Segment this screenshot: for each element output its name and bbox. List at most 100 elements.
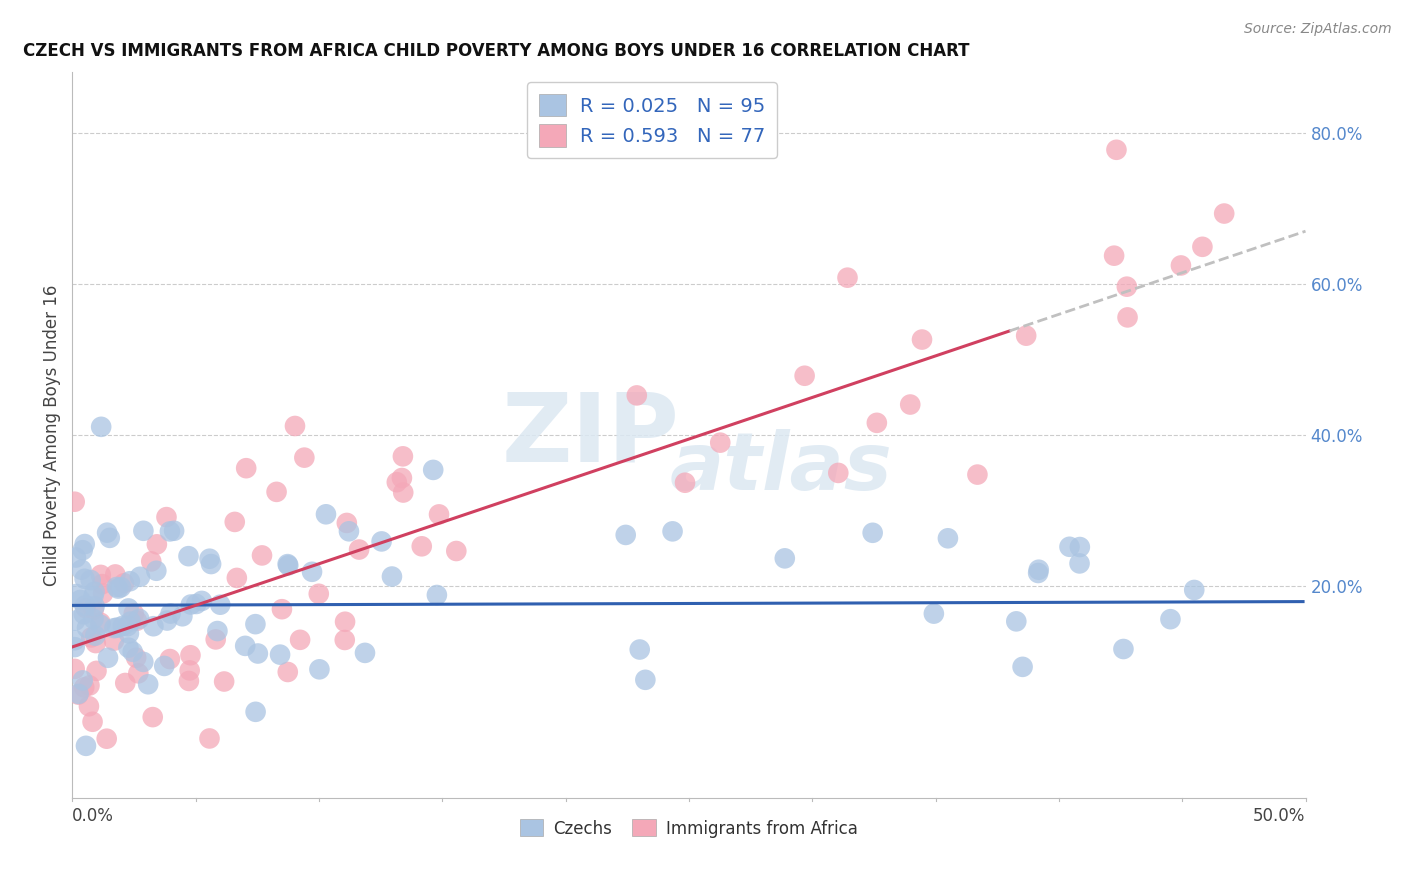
Point bbox=[837, 270, 859, 285]
Point bbox=[67, 687, 90, 701]
Point bbox=[83, 599, 105, 614]
Point bbox=[142, 710, 165, 724]
Point bbox=[67, 688, 90, 702]
Point bbox=[1069, 540, 1091, 554]
Point bbox=[308, 662, 330, 676]
Point bbox=[98, 531, 121, 545]
Point bbox=[392, 450, 415, 464]
Point bbox=[1213, 206, 1236, 220]
Point bbox=[200, 557, 222, 571]
Point bbox=[73, 607, 96, 621]
Point bbox=[277, 558, 299, 573]
Point bbox=[86, 664, 108, 678]
Point bbox=[72, 543, 94, 558]
Point bbox=[132, 524, 155, 538]
Text: CZECH VS IMMIGRANTS FROM AFRICA CHILD POVERTY AMONG BOYS UNDER 16 CORRELATION CH: CZECH VS IMMIGRANTS FROM AFRICA CHILD PO… bbox=[22, 42, 969, 60]
Point bbox=[709, 435, 731, 450]
Point bbox=[83, 612, 105, 626]
Point bbox=[1182, 582, 1205, 597]
Point bbox=[212, 674, 235, 689]
Point bbox=[1005, 615, 1028, 629]
Point bbox=[117, 640, 139, 655]
Point bbox=[245, 705, 267, 719]
Point bbox=[63, 633, 86, 648]
Point bbox=[392, 485, 415, 500]
Point bbox=[125, 614, 148, 628]
Point bbox=[773, 551, 796, 566]
Point bbox=[79, 678, 101, 692]
Point bbox=[156, 614, 179, 628]
Point bbox=[250, 549, 273, 563]
Point bbox=[111, 619, 134, 633]
Point bbox=[142, 619, 165, 633]
Point bbox=[427, 508, 450, 522]
Point bbox=[385, 475, 408, 490]
Point bbox=[90, 420, 112, 434]
Point bbox=[1170, 259, 1192, 273]
Point bbox=[862, 525, 884, 540]
Point bbox=[271, 602, 294, 616]
Point bbox=[180, 598, 202, 612]
Point bbox=[1011, 660, 1033, 674]
Point bbox=[132, 655, 155, 669]
Text: atlas: atlas bbox=[671, 429, 893, 507]
Point bbox=[159, 607, 181, 621]
Point bbox=[80, 573, 103, 587]
Point bbox=[337, 524, 360, 539]
Point bbox=[155, 510, 177, 524]
Point bbox=[127, 666, 149, 681]
Point bbox=[391, 471, 413, 485]
Point bbox=[204, 632, 226, 647]
Point bbox=[370, 534, 392, 549]
Point bbox=[128, 612, 150, 626]
Point bbox=[284, 419, 307, 434]
Point bbox=[179, 648, 201, 663]
Point bbox=[177, 549, 200, 564]
Point bbox=[315, 508, 337, 522]
Point bbox=[336, 516, 359, 530]
Point bbox=[1059, 540, 1081, 554]
Point bbox=[246, 647, 269, 661]
Point bbox=[936, 531, 959, 545]
Point bbox=[89, 615, 111, 630]
Point bbox=[146, 537, 169, 551]
Point bbox=[104, 567, 127, 582]
Point bbox=[1159, 612, 1181, 626]
Text: ZIP: ZIP bbox=[502, 389, 679, 482]
Point bbox=[90, 567, 112, 582]
Point bbox=[1191, 240, 1213, 254]
Point bbox=[73, 599, 96, 613]
Point bbox=[82, 714, 104, 729]
Point bbox=[84, 636, 107, 650]
Point bbox=[626, 388, 648, 402]
Point bbox=[1115, 279, 1137, 293]
Point bbox=[96, 731, 118, 746]
Point bbox=[347, 542, 370, 557]
Point bbox=[1116, 310, 1139, 325]
Point bbox=[827, 466, 849, 480]
Text: 0.0%: 0.0% bbox=[72, 807, 114, 825]
Point bbox=[117, 619, 139, 633]
Point bbox=[793, 368, 815, 383]
Point bbox=[107, 621, 129, 635]
Point bbox=[97, 650, 120, 665]
Point bbox=[91, 577, 114, 591]
Point bbox=[198, 731, 221, 746]
Point bbox=[292, 450, 315, 465]
Point bbox=[80, 631, 103, 645]
Point bbox=[308, 587, 330, 601]
Point bbox=[191, 594, 214, 608]
Point bbox=[966, 467, 988, 482]
Point bbox=[422, 463, 444, 477]
Point bbox=[136, 677, 159, 691]
Point bbox=[141, 554, 163, 568]
Point bbox=[83, 602, 105, 616]
Point bbox=[277, 557, 299, 571]
Point bbox=[63, 640, 86, 654]
Text: Source: ZipAtlas.com: Source: ZipAtlas.com bbox=[1244, 22, 1392, 37]
Point bbox=[898, 398, 921, 412]
Point bbox=[1028, 563, 1050, 577]
Point bbox=[1105, 143, 1128, 157]
Point bbox=[65, 587, 87, 601]
Point bbox=[446, 544, 468, 558]
